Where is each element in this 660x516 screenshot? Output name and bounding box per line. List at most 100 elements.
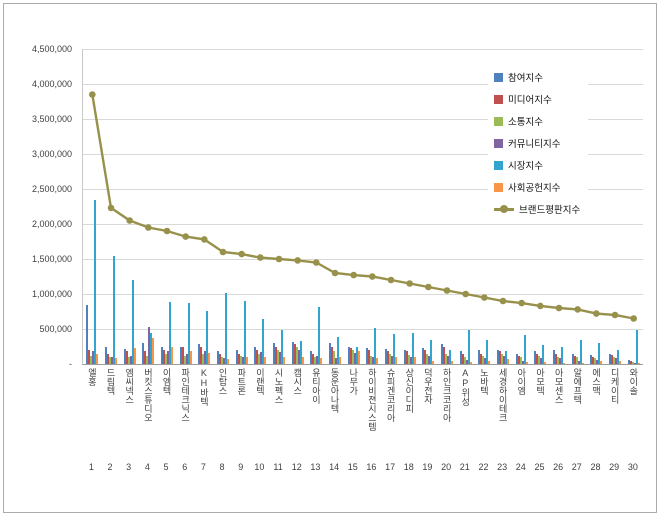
category-label-text: 슈피겐코리아 — [385, 368, 396, 422]
rank-label: 22 — [478, 462, 489, 472]
category-label-text: 하인크코리아 — [441, 368, 452, 422]
data-point-marker — [425, 283, 432, 291]
bar — [540, 358, 543, 364]
bar — [627, 359, 630, 364]
bar — [486, 339, 489, 364]
bar — [592, 357, 595, 364]
category-label: 아모센스 — [549, 368, 568, 458]
legend-label: 미디어지수 — [508, 95, 552, 106]
bar — [260, 352, 263, 364]
bar-group — [307, 49, 326, 364]
bar — [169, 302, 172, 364]
legend-item-communication-index: 소통지수 — [494, 110, 580, 132]
bar — [515, 353, 518, 364]
legend-item-participation-index: 참여지수 — [494, 66, 580, 88]
rank-label: 27 — [571, 462, 582, 472]
bar-group — [568, 49, 587, 364]
bar — [523, 334, 526, 364]
rank-label: 12 — [291, 462, 302, 472]
bar-group — [587, 49, 606, 364]
bar — [329, 343, 332, 364]
category-label-text: 디케이티 — [609, 368, 620, 404]
bar-group — [531, 49, 550, 364]
bar — [92, 351, 95, 364]
bar — [443, 346, 446, 364]
category-label: 파트론 — [231, 368, 250, 458]
rank-label: 21 — [459, 462, 470, 472]
rank-label: 10 — [254, 462, 265, 472]
category-label-text: KH바텍 — [198, 368, 209, 406]
bar — [204, 351, 207, 364]
bar — [335, 357, 338, 364]
bar — [227, 359, 230, 364]
bar — [129, 355, 132, 364]
gridline — [83, 258, 643, 260]
bar — [144, 351, 147, 364]
gridline — [83, 153, 643, 155]
bar — [256, 350, 259, 364]
category-label-text: 아이엠 — [516, 368, 527, 395]
bar — [403, 350, 406, 364]
bar — [90, 355, 93, 364]
bar — [279, 352, 282, 364]
rank-label: 11 — [273, 462, 283, 472]
category-label-text: 시노펙스 — [273, 368, 284, 404]
bar — [611, 354, 614, 364]
data-point-marker — [443, 287, 451, 294]
bar — [349, 347, 352, 364]
bar-group — [419, 49, 438, 364]
bar — [200, 346, 203, 364]
category-label-text: AP위성 — [460, 368, 471, 406]
bar — [581, 362, 584, 364]
bar-group — [363, 49, 382, 364]
bar — [262, 318, 265, 364]
gridline — [83, 83, 643, 85]
legend-swatch-green-icon — [494, 116, 503, 126]
data-point-marker — [387, 276, 395, 284]
bar — [239, 355, 242, 364]
data-point-marker — [611, 311, 619, 319]
data-point-marker — [126, 217, 133, 224]
category-label-text: 인탑스 — [217, 368, 228, 395]
category-label: 엠씨넥스 — [119, 368, 138, 458]
legend-swatch-blue-icon — [494, 72, 503, 82]
bar — [579, 340, 582, 364]
y-axis-label: 4,500,000 — [31, 44, 72, 54]
bar — [146, 355, 149, 364]
y-axis-label: 2,000,000 — [31, 219, 72, 229]
rank-label: 8 — [219, 462, 225, 472]
bar — [277, 350, 280, 364]
legend-label: 시장지수 — [508, 161, 543, 172]
category-label: 아이엠 — [511, 368, 530, 458]
legend-label: 소통지수 — [508, 117, 543, 128]
legend-item-media-index: 미디어지수 — [494, 88, 580, 110]
bar — [590, 354, 593, 364]
category-label-text: 이랜텍 — [254, 368, 265, 395]
legend-item-community-index: 커뮤니티지수 — [494, 132, 580, 154]
category-label: 상신이디피 — [399, 368, 418, 458]
y-axis-label: 1,500,000 — [31, 254, 72, 264]
bar — [484, 358, 487, 364]
category-label: 유티아이 — [306, 368, 325, 458]
bar — [202, 353, 205, 364]
bar — [316, 355, 319, 364]
category-label: 이엠텍 — [157, 368, 176, 458]
category-label: KH바텍 — [194, 368, 213, 458]
category-label-text: 에스맥 — [590, 368, 601, 395]
bar — [291, 341, 294, 364]
bar — [171, 347, 174, 364]
bar — [482, 355, 485, 364]
gridline — [83, 328, 643, 330]
bar — [113, 255, 115, 364]
bar — [258, 353, 261, 364]
rank-label: 23 — [497, 462, 508, 472]
bar — [519, 357, 522, 364]
category-label-text: 와이솔 — [628, 368, 639, 395]
bar — [536, 353, 539, 364]
bar — [372, 357, 375, 364]
bar — [88, 350, 91, 364]
bar — [293, 344, 296, 364]
rank-label: 18 — [403, 462, 414, 472]
rank-label: 13 — [310, 462, 321, 472]
bar — [111, 357, 113, 364]
